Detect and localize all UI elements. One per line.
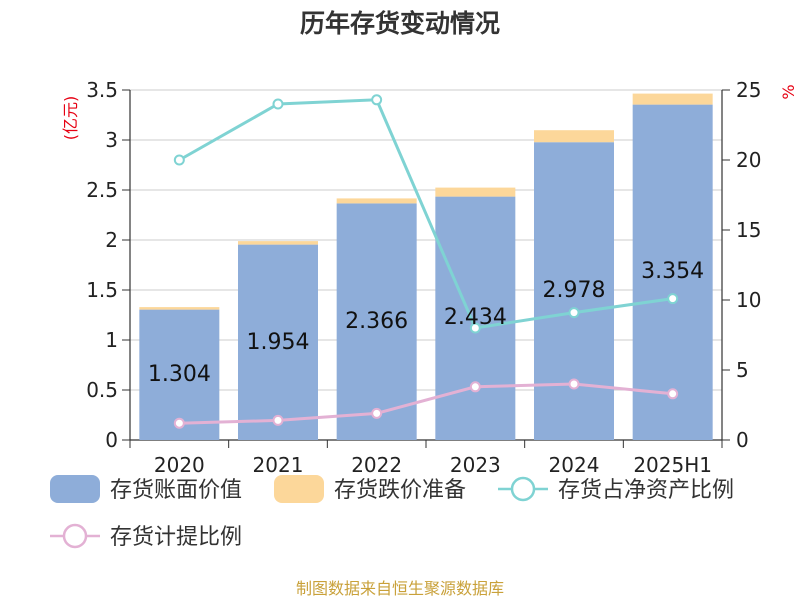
x-tick-label: 2024: [549, 453, 600, 477]
left-tick-label: 0.5: [86, 378, 118, 402]
bar-impairment-reserve: [435, 187, 516, 197]
chart-title: 历年存货变动情况: [300, 9, 500, 38]
provision-ratio-point: [371, 407, 383, 419]
left-tick-label: 0: [105, 428, 118, 452]
legend-marker-3: [62, 523, 88, 549]
bar-book-value: [632, 104, 713, 440]
x-tick-label: 2025H1: [633, 453, 712, 477]
right-tick-label: 5: [736, 358, 749, 382]
left-tick-label: 3.5: [86, 78, 118, 102]
x-tick-label: 2023: [450, 453, 501, 477]
legend-label: 存货账面价值: [110, 478, 242, 503]
net-asset-ratio-point: [667, 293, 679, 305]
data-label-layer: 1.304 1.954 2.366 2.434 2.978 3.354: [148, 259, 704, 387]
bar-data-label: 2.978: [543, 278, 606, 303]
x-tick-label: 2022: [351, 453, 402, 477]
net-asset-ratio-point: [272, 98, 284, 110]
right-tick-label: 25: [736, 78, 761, 102]
source-note: 制图数据来自恒生聚源数据库: [296, 579, 504, 598]
right-tick-label: 15: [736, 218, 761, 242]
right-tick-label: 20: [736, 148, 761, 172]
bar-data-label: 3.354: [641, 259, 704, 284]
bar-impairment-reserve: [632, 93, 713, 105]
right-tick-label: 10: [736, 288, 761, 312]
bar-impairment-reserve: [534, 130, 614, 143]
bar-data-label: 1.304: [148, 362, 211, 387]
provision-ratio-point: [469, 381, 481, 393]
bar-data-label: 2.434: [444, 305, 507, 330]
line-layer: [173, 94, 679, 429]
legend-label: 存货跌价准备: [334, 478, 466, 503]
net-asset-ratio-line: [178, 98, 673, 330]
provision-ratio-point: [272, 414, 284, 426]
bar-data-label: 1.954: [247, 330, 310, 355]
net-asset-ratio-point: [469, 322, 481, 334]
provision-ratio-point: [667, 388, 679, 400]
bar-impairment-reserve: [238, 241, 318, 245]
net-asset-ratio-point: [568, 307, 580, 319]
net-asset-ratio-point: [371, 94, 383, 106]
legend-label: 存货占净资产比例: [558, 478, 734, 503]
legend-marker-2: [510, 476, 536, 502]
x-tick-label: 2020: [154, 453, 205, 477]
bar-impairment-reserve: [336, 198, 417, 204]
legend-swatch-1: [274, 475, 324, 503]
left-tick-label: 3: [105, 128, 118, 152]
axes: 0 0.5 1 1.5 2 2.5 3 3.5 0 5 10 15 20 25 (亿元)% 2020 2021 2…: [61, 78, 798, 477]
left-tick-label: 2.5: [86, 178, 118, 202]
provision-ratio-point: [173, 417, 185, 429]
bar-book-value: [534, 142, 614, 440]
net-asset-ratio-point: [173, 154, 185, 166]
bar-data-label: 2.366: [345, 309, 408, 334]
legend-label: 存货计提比例: [110, 525, 242, 550]
left-tick-label: 1.5: [86, 278, 118, 302]
bar-book-value: [336, 203, 417, 440]
bar-book-value: [238, 244, 318, 440]
right-axis-unit: %: [779, 84, 798, 99]
bar-book-value: [435, 196, 516, 440]
bar-layer: [139, 93, 713, 440]
provision-ratio-line: [179, 382, 673, 425]
provision-ratio-point: [568, 378, 580, 390]
left-tick-label: 1: [105, 328, 118, 352]
bar-impairment-reserve: [139, 307, 220, 310]
left-tick-label: 2: [105, 228, 118, 252]
grid-lines: [130, 89, 722, 441]
legend-swatch-0: [50, 475, 100, 503]
x-tick-label: 2021: [253, 453, 304, 477]
left-axis-unit: (亿元): [61, 96, 80, 141]
right-tick-label: 0: [736, 428, 749, 452]
